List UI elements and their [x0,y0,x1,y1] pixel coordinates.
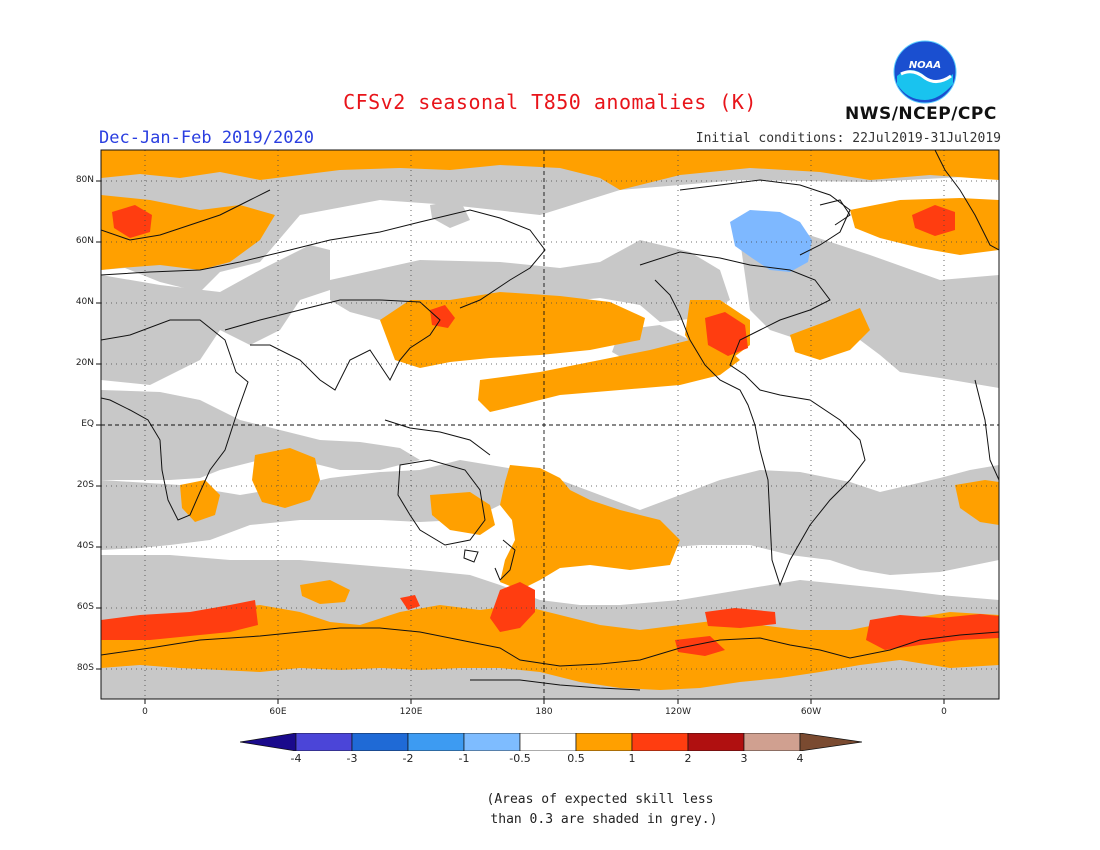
colorbar-swatch-minus05 [463,733,521,751]
skill-footnote: (Areas of expected skill less than 0.3 a… [486,792,718,827]
colorbar-tick-plus4: 4 [796,752,804,765]
colorbar-tick-minus3: -3 [346,752,358,765]
colorbar-arrow-low [240,733,297,751]
colorbar-tick-plus3: 3 [740,752,748,765]
colorbar-swatch-plus3 [743,733,801,751]
colorbar-tick-plus2: 2 [684,752,692,765]
colorbar-swatch-minus2 [351,733,409,751]
strong-warm-anomaly-areas [101,205,999,656]
lat-label-40n: 40N [75,297,94,307]
colorbar-swatch-plus05 [575,733,633,751]
lat-label-80s: 80S [76,663,94,673]
colorbar-swatch-neutral [519,733,577,751]
colorbar-tick-minus1: -1 [458,752,470,765]
lat-label-20n: 20N [75,358,94,368]
lon-label-120w: 120W [664,707,692,717]
lon-label-180: 180 [535,707,553,717]
colorbar-swatch-minus1 [407,733,465,751]
colorbar-arrow-high [799,733,862,751]
lon-label-60w: 60W [800,707,822,717]
colorbar-swatch-minus3 [295,733,353,751]
colorbar-tick-minus2: -2 [402,752,414,765]
continent-outlines [101,150,999,691]
lat-label-eq: EQ [81,419,94,429]
colorbar-swatch-plus2 [687,733,745,751]
initial-conditions-label: Initial conditions: 22Jul2019-31Jul2019 [695,131,1001,146]
lat-label-80n: 80N [75,175,94,185]
colorbar-tick-plus1: 1 [628,752,636,765]
colorbar-tick-minus4: -4 [290,752,302,765]
lon-label-0-left: 0 [142,707,148,717]
noaa-logo-icon [893,40,957,104]
lon-label-60e: 60E [269,707,287,717]
color-scale-bar [240,733,862,751]
season-label: Dec-Jan-Feb 2019/2020 [99,128,314,148]
axis-ticks [96,180,945,704]
logo-label: NOAA [908,60,942,71]
lat-label-40s: 40S [76,541,94,551]
colorbar-swatch-plus1 [631,733,689,751]
colorbar-tick-minus05: -0.5 [509,752,531,765]
agency-label: NWS/NCEP/CPC [845,104,997,124]
colorbar-tick-plus05: 0.5 [567,752,585,765]
equator-dateline [101,150,999,699]
lat-label-20s: 20S [76,480,94,490]
lon-label-120e: 120E [399,707,423,717]
map-title: CFSv2 seasonal T850 anomalies (K) [343,90,757,114]
lon-label-0-right: 0 [941,707,947,717]
lat-label-60s: 60S [76,602,94,612]
cold-anomaly-areas [730,210,812,272]
lat-label-60n: 60N [75,236,94,246]
